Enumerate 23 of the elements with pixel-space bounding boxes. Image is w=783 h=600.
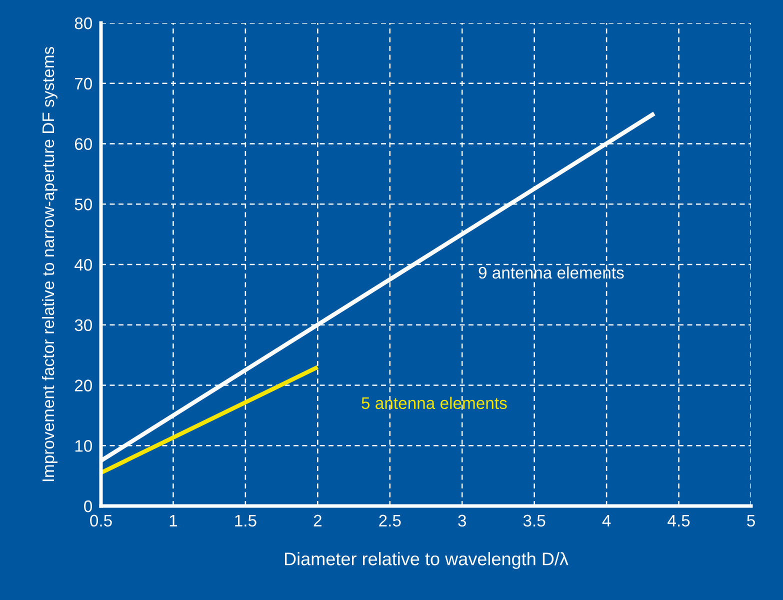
y-tick-label: 60: [74, 138, 92, 150]
x-tick-label: 1.5: [235, 514, 256, 527]
y-tick-label: 20: [74, 380, 92, 392]
x-tick-label: 1: [170, 514, 178, 526]
text: 9 antenna elements: [478, 266, 624, 279]
y-axis-title: Improvement factor relative to narrow-aperture DF systems: [42, 46, 58, 482]
text: 5 antenna elements: [362, 396, 507, 410]
x-tick-label: 2: [314, 514, 322, 526]
y-tick-label: 40: [74, 258, 92, 271]
y-tick-label: 30: [74, 319, 92, 332]
y-tick-label: 0: [84, 500, 92, 512]
x-tick-label: 2.5: [379, 514, 401, 527]
x-tick-label: 5: [747, 514, 755, 527]
x-tick-label: 4: [602, 514, 611, 526]
y-tick-label: 70: [74, 78, 92, 90]
x-tick-label: 4.5: [668, 514, 690, 527]
x-tick-label: 0.5: [90, 514, 112, 527]
x-tick-label: 3.5: [523, 514, 546, 527]
x-axis-title: Diameter relative to wavelength D/λ: [284, 552, 568, 569]
y-tick-label: 80: [74, 17, 92, 30]
x-tick-label: 3: [458, 514, 466, 527]
y-tick-label: 10: [75, 440, 92, 452]
y-tick-label: 50: [74, 198, 92, 210]
